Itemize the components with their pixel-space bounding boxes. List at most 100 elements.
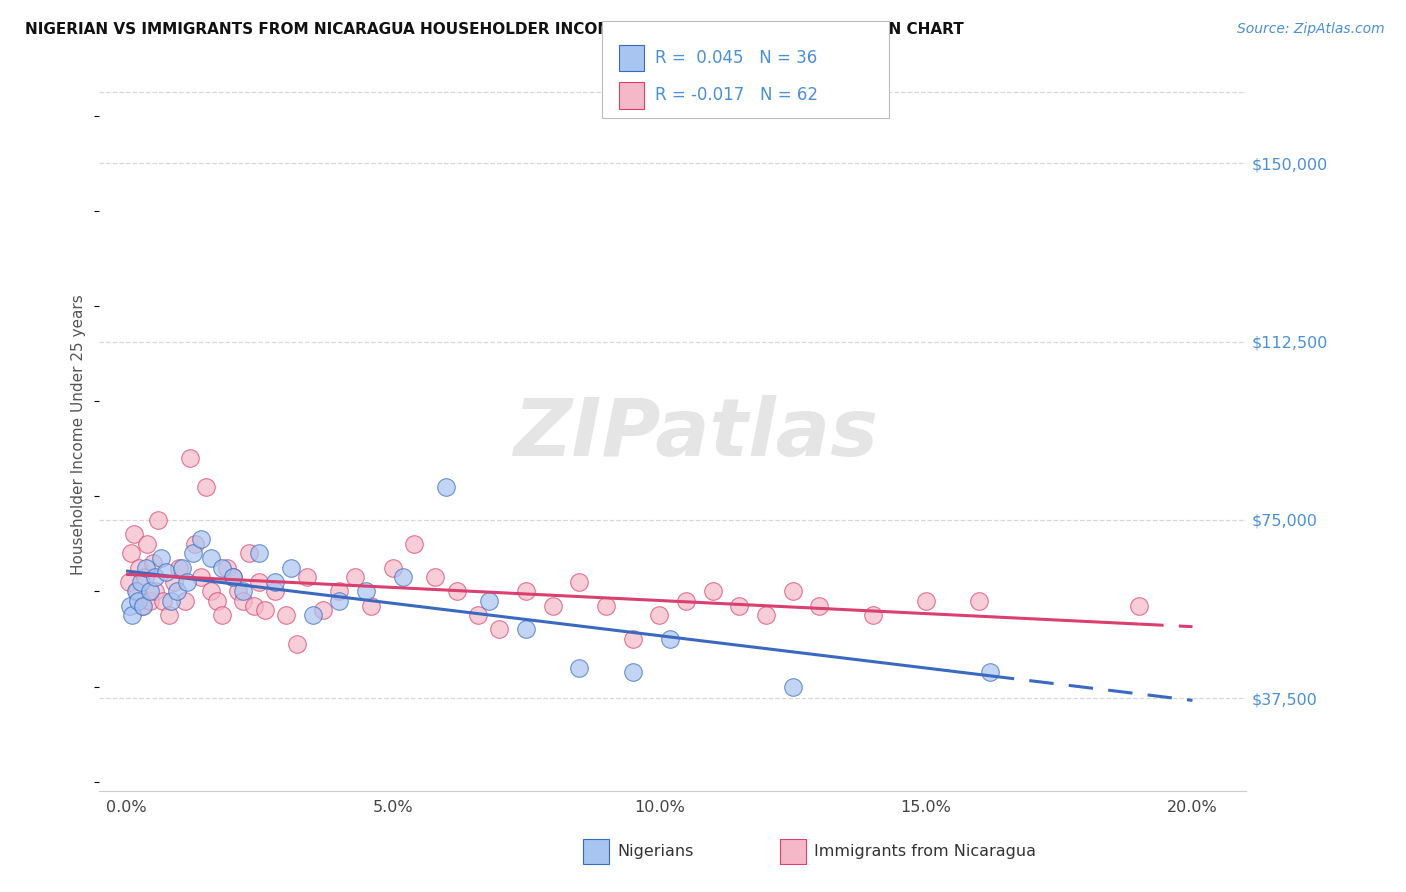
Point xyxy=(121,608,143,623)
Point xyxy=(142,556,165,570)
Point xyxy=(402,537,425,551)
Point xyxy=(129,574,152,589)
Point xyxy=(621,665,644,680)
Point xyxy=(1128,599,1150,613)
Point xyxy=(243,599,266,613)
Point xyxy=(136,537,159,551)
Point xyxy=(446,584,468,599)
Point xyxy=(232,594,254,608)
Point xyxy=(131,599,153,613)
Point xyxy=(132,599,155,613)
Text: R =  0.045   N = 36: R = 0.045 N = 36 xyxy=(655,49,817,67)
Point xyxy=(122,527,145,541)
Point xyxy=(755,608,778,623)
Point xyxy=(702,584,724,599)
Point xyxy=(128,560,150,574)
Point xyxy=(392,570,415,584)
Point xyxy=(568,574,591,589)
Point xyxy=(125,584,148,599)
Point xyxy=(195,480,218,494)
Point xyxy=(139,594,162,608)
Point xyxy=(118,574,141,589)
Point xyxy=(253,603,276,617)
Point xyxy=(146,513,169,527)
Point xyxy=(179,451,201,466)
Point xyxy=(176,574,198,589)
Point xyxy=(467,608,489,623)
Point xyxy=(127,594,149,608)
Point xyxy=(285,637,308,651)
Point xyxy=(205,594,228,608)
Point xyxy=(145,570,167,584)
Point xyxy=(145,584,167,599)
Point xyxy=(979,665,1001,680)
Point xyxy=(181,546,204,560)
Point xyxy=(172,560,194,574)
Point xyxy=(595,599,617,613)
Point xyxy=(274,608,297,623)
Point xyxy=(217,560,239,574)
Point xyxy=(782,680,804,694)
Point xyxy=(862,608,884,623)
Point xyxy=(381,560,404,574)
Text: R = -0.017   N = 62: R = -0.017 N = 62 xyxy=(655,87,818,104)
Point xyxy=(125,584,148,599)
Point xyxy=(354,584,377,599)
Point xyxy=(211,560,233,574)
Point xyxy=(808,599,831,613)
Point xyxy=(163,574,186,589)
Point xyxy=(515,584,537,599)
Point xyxy=(728,599,751,613)
Point xyxy=(967,594,990,608)
Text: Nigerians: Nigerians xyxy=(617,845,693,859)
Point xyxy=(238,546,260,560)
Point xyxy=(155,566,177,580)
Point xyxy=(621,632,644,646)
Point xyxy=(280,560,302,574)
Point xyxy=(360,599,382,613)
Point xyxy=(135,560,157,574)
Point xyxy=(478,594,501,608)
Point xyxy=(226,584,249,599)
Point xyxy=(297,570,319,584)
Point xyxy=(568,660,591,674)
Point xyxy=(184,537,207,551)
Point xyxy=(648,608,671,623)
Point xyxy=(915,594,938,608)
Point xyxy=(157,608,180,623)
Point xyxy=(658,632,681,646)
Y-axis label: Householder Income Under 25 years: Householder Income Under 25 years xyxy=(72,294,86,574)
Point xyxy=(232,584,254,599)
Point xyxy=(264,584,287,599)
Point xyxy=(120,599,142,613)
Point xyxy=(425,570,447,584)
Point xyxy=(200,551,222,566)
Text: ZIPatlas: ZIPatlas xyxy=(513,395,877,474)
Point xyxy=(160,594,183,608)
Point xyxy=(301,608,323,623)
Text: NIGERIAN VS IMMIGRANTS FROM NICARAGUA HOUSEHOLDER INCOME UNDER 25 YEARS CORRELAT: NIGERIAN VS IMMIGRANTS FROM NICARAGUA HO… xyxy=(25,22,965,37)
Point xyxy=(434,480,457,494)
Point xyxy=(190,570,212,584)
Point xyxy=(264,574,287,589)
Point xyxy=(782,584,804,599)
Point xyxy=(222,570,245,584)
Point xyxy=(488,623,510,637)
Point xyxy=(190,532,212,546)
Point xyxy=(328,584,350,599)
Point xyxy=(328,594,350,608)
Text: Immigrants from Nicaragua: Immigrants from Nicaragua xyxy=(814,845,1036,859)
Point xyxy=(247,574,270,589)
Point xyxy=(149,551,172,566)
Point xyxy=(200,584,222,599)
Point xyxy=(173,594,195,608)
Point xyxy=(515,623,537,637)
Point xyxy=(166,584,188,599)
Point xyxy=(541,599,564,613)
Point xyxy=(247,546,270,560)
Point xyxy=(152,594,174,608)
Point xyxy=(312,603,335,617)
Point xyxy=(675,594,697,608)
Point xyxy=(120,546,142,560)
Point xyxy=(134,570,156,584)
